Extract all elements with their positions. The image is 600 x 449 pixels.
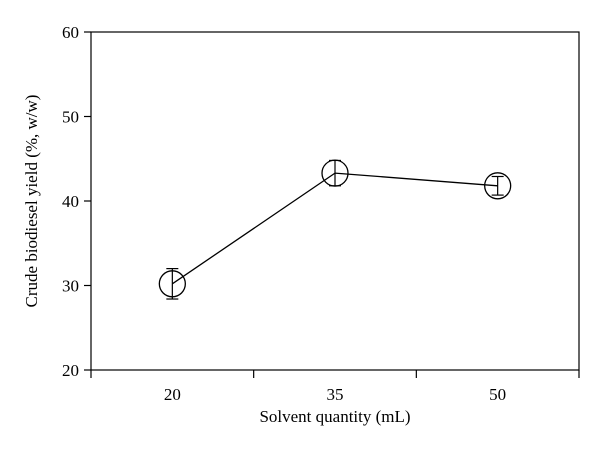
x-tick-label: 50 (489, 385, 506, 404)
y-tick-label: 20 (62, 361, 79, 380)
y-tick-label: 40 (62, 192, 79, 211)
data-marker (484, 172, 512, 200)
x-tick-label: 20 (164, 385, 181, 404)
x-tick-label: 35 (327, 385, 344, 404)
y-axis-title: Crude biodiesel yield (%, w/w) (22, 95, 41, 308)
data-point-20 (158, 268, 186, 300)
data-point-50 (484, 172, 512, 200)
series-line (171, 172, 498, 285)
plot-frame (90, 31, 580, 371)
data-marker (321, 159, 349, 187)
data-marker (158, 270, 186, 298)
y-tick-label: 60 (62, 23, 79, 42)
y-tick-label: 50 (62, 108, 79, 127)
x-axis: 20 35 50 (90, 370, 580, 404)
series-layer (158, 159, 512, 300)
y-tick-label: 30 (62, 277, 79, 296)
y-axis: 20 30 40 50 60 (62, 23, 91, 380)
data-point-35 (321, 159, 349, 187)
x-axis-title: Solvent quantity (mL) (259, 407, 410, 426)
